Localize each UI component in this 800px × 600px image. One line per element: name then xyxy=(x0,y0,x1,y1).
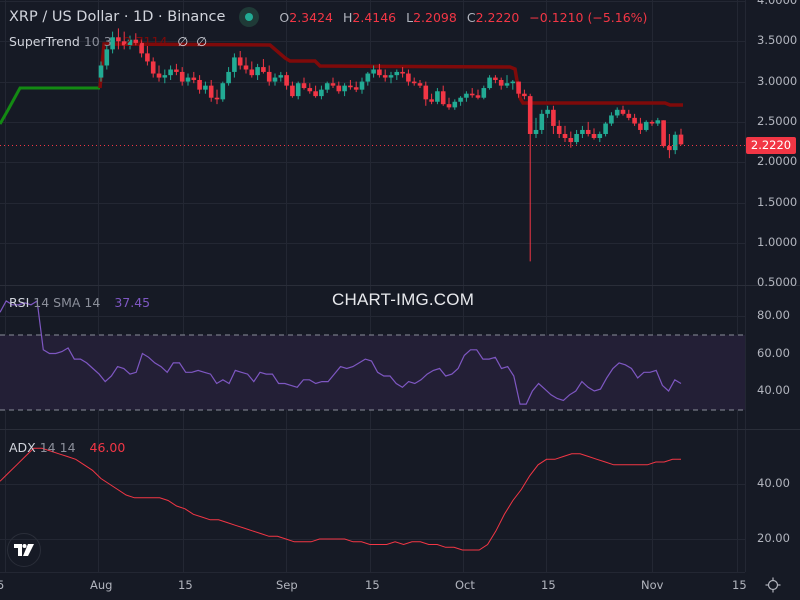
price-axis-label: 1.5000 xyxy=(757,194,798,209)
adx-line xyxy=(0,447,681,551)
price-axis-label: 3.0000 xyxy=(757,73,798,88)
rsi-axis-label: 40.00 xyxy=(757,383,790,397)
time-axis-label: 15 xyxy=(365,578,380,592)
time-axis-label: Oct xyxy=(455,578,475,592)
price-axis-label: 2.0000 xyxy=(757,154,798,169)
watermark: CHART-IMG.COM xyxy=(332,290,475,309)
rsi-axis-label: 80.00 xyxy=(757,308,790,322)
time-axis-label: Sep xyxy=(276,578,298,592)
change-value: −0.1210 (−5.16%) xyxy=(529,9,648,25)
candlestick-series xyxy=(98,28,684,262)
time-axis-label: 15 xyxy=(541,578,556,592)
open-value: 2.3424 xyxy=(289,9,333,25)
supertrend-params: 10 3 xyxy=(83,34,112,49)
supertrend-na-1: ∅ xyxy=(177,34,189,49)
price-axis-label: 3.5000 xyxy=(757,33,798,48)
rsi-value: 37.45 xyxy=(114,295,151,310)
market-status-icon xyxy=(239,7,260,27)
price-axis-label: 4.0000 xyxy=(757,0,798,7)
time-axis-label: 5 xyxy=(0,578,5,592)
supertrend-na-2: ∅ xyxy=(196,34,208,49)
current-price-tag: 2.2220 xyxy=(746,137,796,154)
adx-axis-label: 20.00 xyxy=(757,531,790,545)
adx-axis-label: 40.00 xyxy=(757,476,790,490)
low-value: 2.2098 xyxy=(413,9,457,25)
price-axis-label: 0.5000 xyxy=(757,275,798,290)
time-axis-label: Nov xyxy=(641,578,664,592)
tradingview-logo[interactable] xyxy=(7,533,41,567)
adx-params: 14 14 xyxy=(39,440,76,455)
adx-name: ADX xyxy=(9,440,36,455)
time-axis-label: 15 xyxy=(178,578,193,592)
rsi-name: RSI xyxy=(9,295,30,310)
time-axis-label: Aug xyxy=(90,578,113,592)
supertrend-line xyxy=(0,42,683,125)
high-value: 2.4146 xyxy=(352,9,397,25)
rsi-line xyxy=(0,299,682,405)
symbol-legend: XRP / US Dollar · 1D · Binance O2.3424 H… xyxy=(9,7,647,27)
adx-legend[interactable]: ADX 14 14 46.00 xyxy=(9,440,125,455)
tradingview-logo-icon xyxy=(14,544,34,556)
supertrend-value: 2.7114 xyxy=(123,34,168,49)
adx-value: 46.00 xyxy=(89,440,126,455)
settings-gear-icon[interactable] xyxy=(765,577,781,593)
symbol-title[interactable]: XRP / US Dollar · 1D · Binance xyxy=(9,9,226,25)
close-value: 2.2220 xyxy=(475,9,520,25)
time-axis-label: 15 xyxy=(732,578,747,592)
supertrend-name: SuperTrend xyxy=(9,34,80,49)
price-axis-label: 1.0000 xyxy=(757,234,798,249)
rsi-params: 14 SMA 14 xyxy=(33,295,101,310)
rsi-band xyxy=(0,335,745,410)
price-axis-label: 2.5000 xyxy=(757,113,798,128)
rsi-legend[interactable]: RSI 14 SMA 14 37.45 xyxy=(9,295,150,310)
supertrend-legend[interactable]: SuperTrend 10 3 2.7114 ∅ ∅ xyxy=(9,34,207,49)
rsi-axis-label: 60.00 xyxy=(757,345,790,360)
ohlc-values: O2.3424 H2.4146 L2.2098 C2.2220 −0.1210 … xyxy=(279,9,648,25)
